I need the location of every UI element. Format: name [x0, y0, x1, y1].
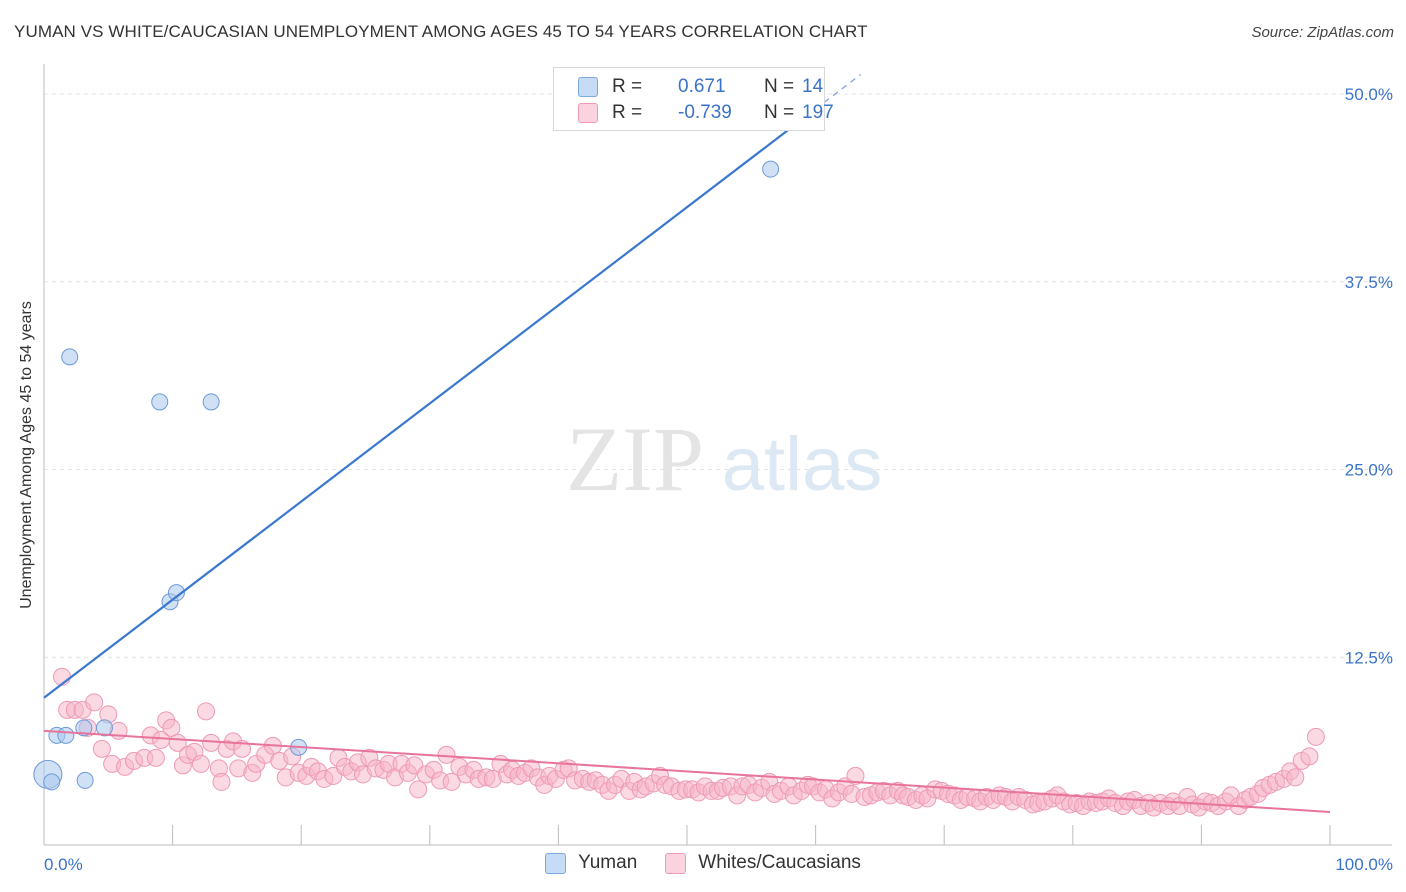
yuman-point	[43, 773, 61, 791]
r-label: R =	[612, 76, 643, 97]
y-tick-label: 25.0%	[1345, 461, 1393, 480]
whites-point	[212, 772, 231, 791]
yuman-point	[202, 393, 220, 411]
whites-point	[1300, 747, 1319, 766]
whites-point	[202, 733, 221, 752]
watermark-atlas: atlas	[722, 422, 883, 507]
whites-legend-swatch	[665, 852, 687, 874]
n-value: 197	[802, 102, 834, 123]
n-label: N =	[764, 102, 795, 123]
y-tick-label: 50.0%	[1345, 85, 1393, 104]
whites-point	[197, 702, 216, 721]
legend-label-yuman: Yuman	[578, 852, 638, 873]
whites-point	[233, 739, 252, 758]
whites-point	[92, 739, 111, 758]
whites-point	[191, 754, 210, 773]
yuman-trend-extension	[815, 74, 861, 110]
stats-row-yuman: R = 0.671 N = 14	[578, 75, 823, 99]
chart-title: YUMAN VS WHITE/CAUCASIAN UNEMPLOYMENT AM…	[14, 22, 868, 41]
x-tick-label: 0.0%	[44, 855, 83, 874]
n-label: N =	[764, 76, 795, 97]
y-tick-label: 37.5%	[1345, 273, 1393, 292]
grid	[44, 93, 1392, 658]
r-value: 0.671	[678, 76, 726, 97]
yuman-trend-line	[43, 108, 817, 699]
n-value: 14	[802, 76, 824, 97]
whites-point	[146, 748, 165, 767]
yuman-point	[167, 584, 185, 602]
watermark-zip: ZIP	[566, 408, 704, 510]
whites-point	[409, 780, 428, 799]
trend-lines	[43, 74, 1331, 813]
whites-trend-line	[43, 729, 1331, 813]
yuman-swatch	[578, 77, 598, 97]
stats-legend: R = 0.671 N = 14 R = -0.739 N = 197	[553, 67, 834, 131]
whites-point	[1306, 727, 1325, 746]
yuman-point	[61, 348, 79, 366]
r-value: -0.739	[678, 102, 732, 123]
whites-swatch	[578, 103, 598, 123]
yuman-point	[95, 719, 113, 737]
whites-point	[1286, 768, 1305, 787]
yuman-point	[76, 771, 94, 789]
y-tick-label: 12.5%	[1345, 648, 1393, 667]
source-label: Source: ZipAtlas.com	[1251, 24, 1394, 41]
y-axis-label: Unemployment Among Ages 45 to 54 years	[18, 301, 35, 609]
yuman-legend-swatch	[545, 852, 567, 874]
tick-labels: 12.5% 25.0% 37.5% 50.0% 0.0% 100.0%	[44, 85, 1393, 874]
series-legend: Yuman Whites/Caucasians	[0, 852, 1406, 874]
stats-row-whites: R = -0.739 N = 197	[578, 101, 834, 125]
x-tick-label: 100.0%	[1335, 855, 1393, 874]
whites-point	[846, 766, 865, 785]
yuman-point	[151, 393, 169, 411]
whites-point	[442, 772, 461, 791]
whites-point	[162, 718, 181, 737]
whites-points	[53, 667, 1325, 817]
axes	[43, 64, 1392, 846]
legend-item-whites[interactable]: Whites/Caucasians	[665, 852, 861, 874]
yuman-point	[57, 726, 75, 744]
yuman-point	[762, 160, 780, 178]
yuman-point	[75, 719, 93, 737]
legend-label-whites: Whites/Caucasians	[698, 852, 861, 873]
whites-point	[85, 693, 104, 712]
r-label: R =	[612, 102, 643, 123]
legend-item-yuman[interactable]: Yuman	[545, 852, 637, 874]
